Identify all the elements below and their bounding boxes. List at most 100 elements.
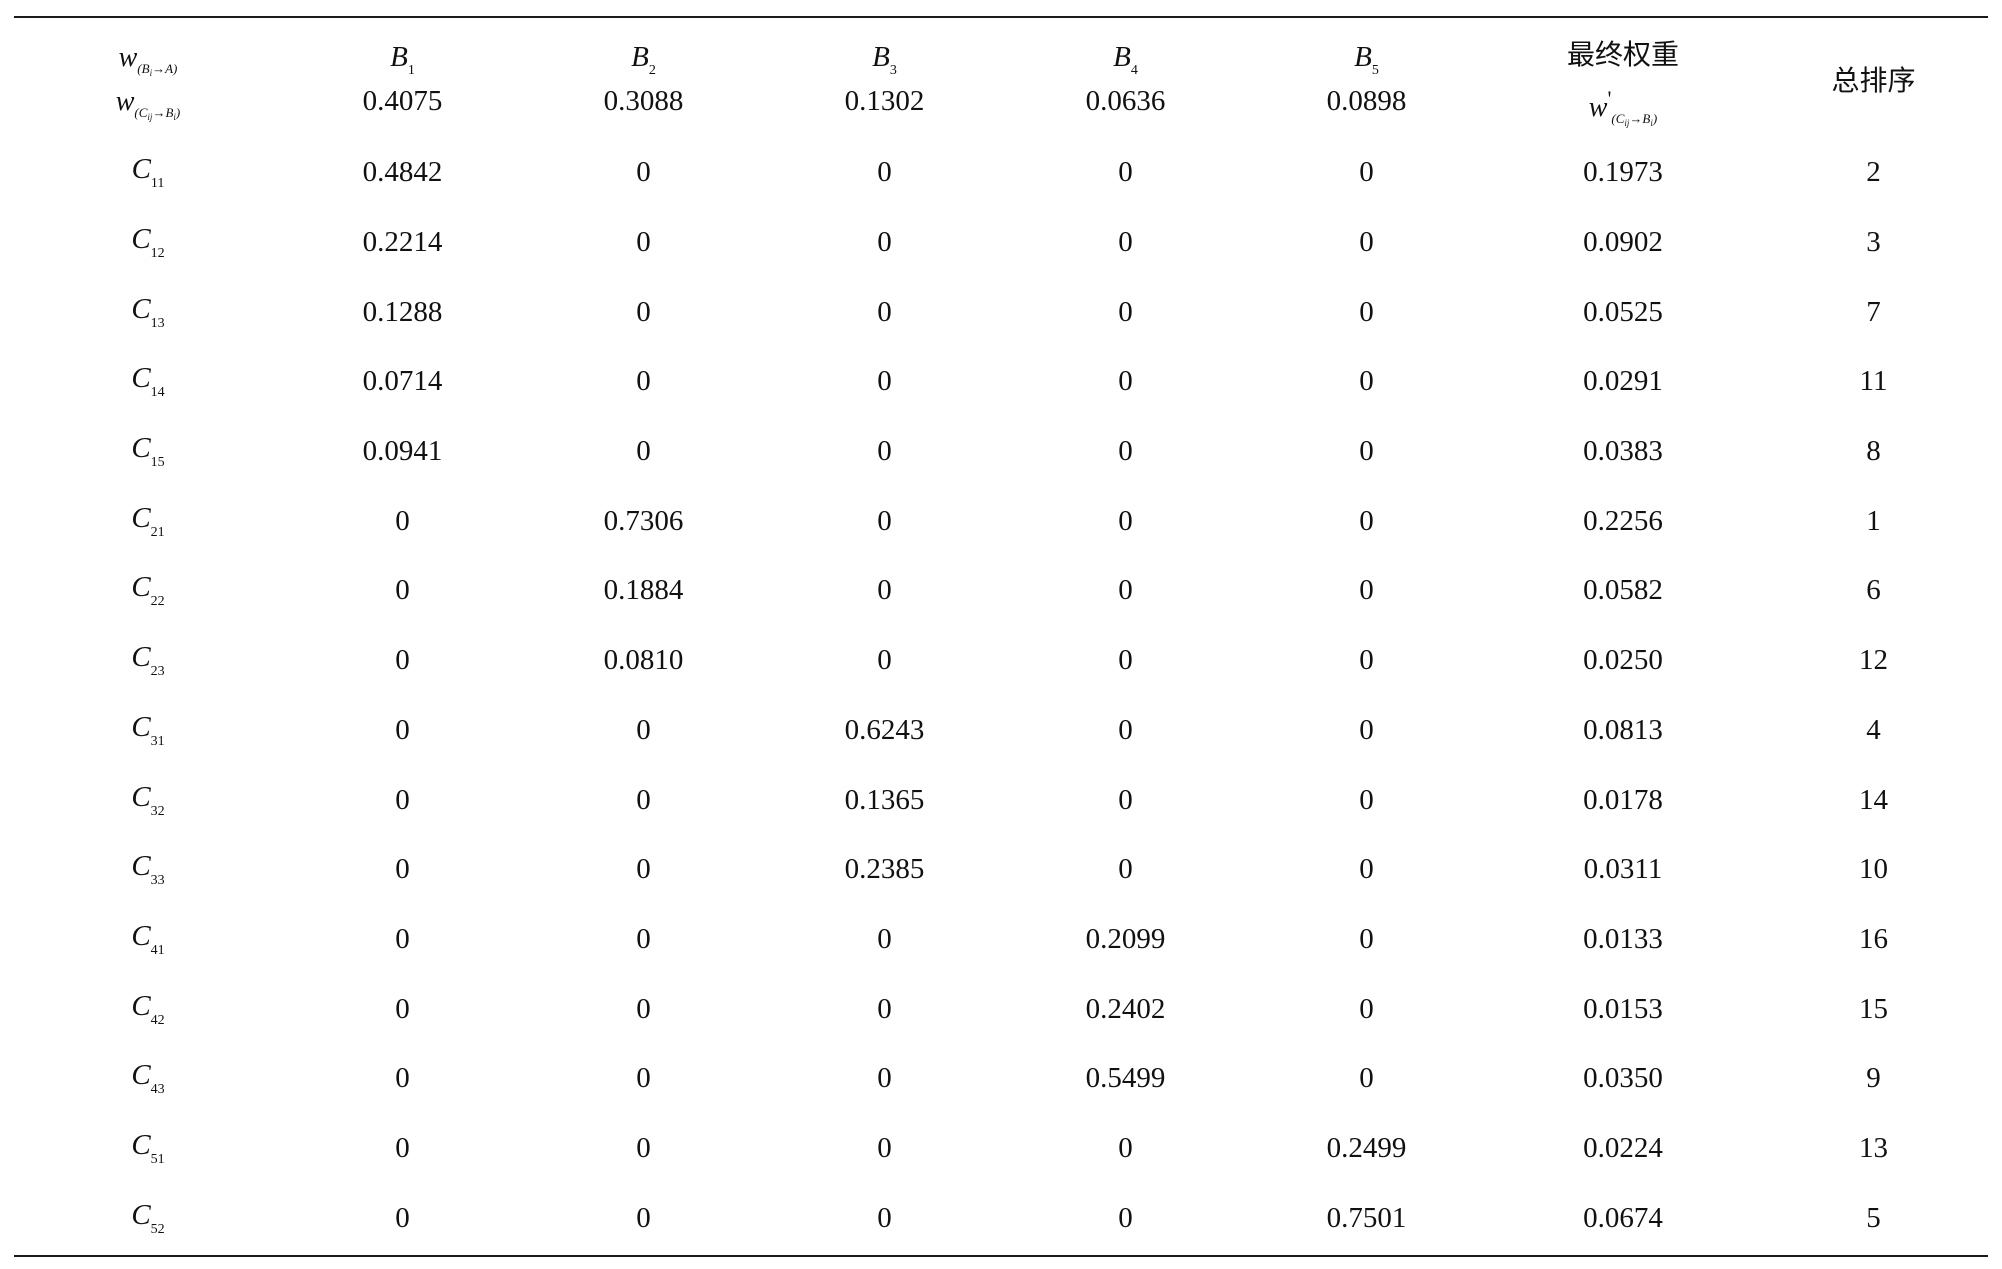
b3-value-cell: 0 [877, 435, 892, 468]
row-label-letter: C [131, 710, 151, 743]
weight-c-to-b-label: w(Cij→Bi) [115, 85, 181, 122]
header-final-weight: 最终权重 w'(Cij→Bi) [1487, 19, 1759, 138]
row-label-cell: C52 [14, 1183, 282, 1253]
b3-value-cell: 0 [877, 574, 892, 607]
row-label-letter: C [131, 1198, 151, 1231]
b1-value-cell: 0 [395, 1131, 410, 1164]
b2-value-cell: 0 [636, 1131, 651, 1164]
row-label-subscript: 43 [150, 1082, 165, 1098]
b4-value-cell: 0 [1118, 295, 1133, 328]
header-b1: B1 0.4075 [282, 19, 523, 138]
b3-weight: 0.1302 [844, 84, 925, 117]
table-row: C42 0 0 0 0.2402 0 0.0153 15 [14, 974, 1988, 1044]
rank-cell: 16 [1859, 922, 1888, 955]
row-label-subscript: 12 [150, 246, 165, 262]
b4-value-cell: 0 [1118, 574, 1133, 607]
header-b2: B2 0.3088 [523, 19, 764, 138]
b2-value-cell: 0 [636, 156, 651, 189]
b5-value-cell: 0 [1359, 922, 1374, 955]
row-label-cell: C12 [14, 208, 282, 278]
table-bottom-rule [14, 1255, 1988, 1257]
row-label-cell: C21 [14, 486, 282, 556]
b5-value-cell: 0 [1359, 644, 1374, 677]
rank-cell: 1 [1866, 504, 1881, 537]
final-weight-cell: 0.0383 [1583, 435, 1663, 468]
b2-value-cell: 0 [636, 992, 651, 1025]
table-top-rule [14, 16, 1988, 18]
header-b3: B3 0.1302 [764, 19, 1005, 138]
row-label-cell: C51 [14, 1114, 282, 1184]
rank-cell: 2 [1866, 156, 1881, 189]
b2-value-cell: 0 [636, 226, 651, 259]
b4-value-cell: 0.2099 [1085, 922, 1166, 955]
table-row: C43 0 0 0 0.5499 0 0.0350 9 [14, 1044, 1988, 1114]
final-weight-cell: 0.0525 [1583, 295, 1663, 328]
row-label-cell: C14 [14, 347, 282, 417]
final-weight-cell: 0.1973 [1583, 156, 1663, 189]
header-b4: B4 0.0636 [1005, 19, 1246, 138]
table-row: C33 0 0 0.2385 0 0 0.0311 10 [14, 835, 1988, 905]
final-weight-symbol: w'(Cij→Bi) [1588, 86, 1658, 128]
rank-cell: 6 [1866, 574, 1881, 607]
b4-value-cell: 0 [1118, 226, 1133, 259]
rank-cell: 11 [1859, 365, 1888, 398]
row-label-subscript: 21 [150, 524, 165, 540]
b1-value-cell: 0 [395, 644, 410, 677]
row-label-letter: C [131, 571, 151, 604]
row-label-letter: C [131, 850, 151, 883]
b4-value-cell: 0 [1118, 783, 1133, 816]
b4-value-cell: 0 [1118, 504, 1133, 537]
table-row: C41 0 0 0 0.2099 0 0.0133 16 [14, 905, 1988, 975]
b5-value-cell: 0 [1359, 156, 1374, 189]
b2-value-cell: 0 [636, 435, 651, 468]
table-row: C23 0 0.0810 0 0 0 0.0250 12 [14, 626, 1988, 696]
b3-value-cell: 0 [877, 1131, 892, 1164]
b4-value-cell: 0.5499 [1085, 1062, 1166, 1095]
corner-header-cell: w(Bi→A) w(Cij→Bi) [14, 19, 282, 138]
row-label-letter: C [131, 919, 151, 952]
row-label-cell: C13 [14, 277, 282, 347]
rank-cell: 12 [1859, 644, 1888, 677]
b3-value-cell: 0.2385 [844, 853, 925, 886]
b2-weight: 0.3088 [603, 84, 684, 117]
row-label-subscript: 41 [150, 942, 165, 958]
row-label-cell: C31 [14, 696, 282, 766]
b4-value-cell: 0 [1118, 156, 1133, 189]
b3-value-cell: 0 [877, 1062, 892, 1095]
b4-weight: 0.0636 [1085, 84, 1166, 117]
row-label-letter: C [131, 362, 151, 395]
rank-cell: 3 [1866, 226, 1881, 259]
b3-value-cell: 0 [877, 156, 892, 189]
b3-value-cell: 0 [877, 922, 892, 955]
b2-value-cell: 0.7306 [603, 504, 684, 537]
b5-value-cell: 0 [1359, 853, 1374, 886]
final-weight-label: 最终权重 [1566, 38, 1679, 71]
row-label-letter: C [131, 989, 151, 1022]
b3-value-cell: 0 [877, 992, 892, 1025]
b4-value-cell: 0 [1118, 365, 1133, 398]
row-label-letter: C [131, 223, 151, 256]
table-row: C14 0.0714 0 0 0 0 0.0291 11 [14, 347, 1988, 417]
row-label-subscript: 32 [150, 803, 165, 819]
row-label-subscript: 42 [150, 1012, 165, 1028]
b1-weight: 0.4075 [362, 84, 443, 117]
b2-value-cell: 0 [636, 1062, 651, 1095]
rank-cell: 4 [1866, 713, 1881, 746]
table-row: C11 0.4842 0 0 0 0 0.1973 2 [14, 138, 1988, 208]
row-label-subscript: 13 [150, 315, 165, 331]
b1-value-cell: 0 [395, 1062, 410, 1095]
row-label-cell: C32 [14, 765, 282, 835]
b5-value-cell: 0 [1359, 504, 1374, 537]
b2-value-cell: 0 [636, 853, 651, 886]
table-row: C51 0 0 0 0 0.2499 0.0224 13 [14, 1114, 1988, 1184]
row-label-cell: C42 [14, 974, 282, 1044]
rank-cell: 8 [1866, 435, 1881, 468]
row-label-letter: C [131, 432, 151, 465]
rank-cell: 15 [1859, 992, 1888, 1025]
row-label-subscript: 31 [150, 733, 165, 749]
final-weight-cell: 0.0813 [1583, 713, 1663, 746]
row-label-cell: C41 [14, 905, 282, 975]
b5-value-cell: 0.7501 [1326, 1201, 1407, 1234]
b5-value-cell: 0 [1359, 435, 1374, 468]
row-label-subscript: 51 [150, 1151, 165, 1167]
